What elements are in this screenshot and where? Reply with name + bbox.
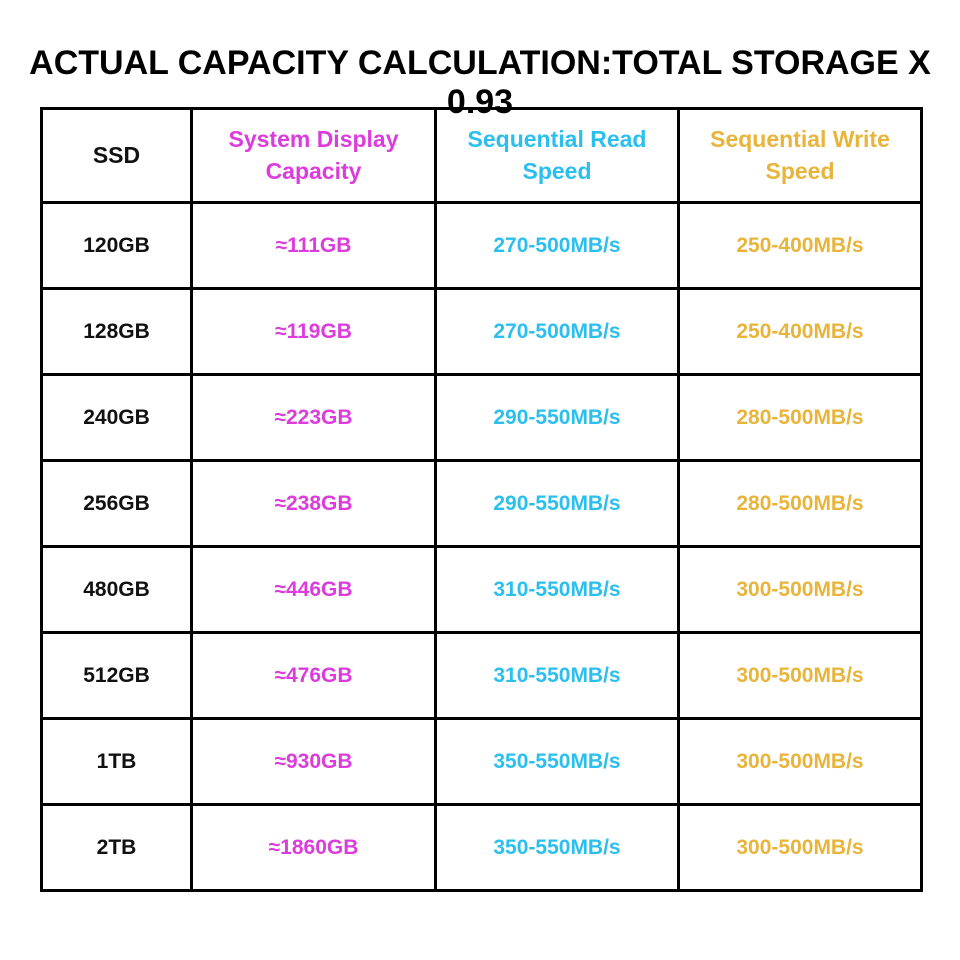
table-row: 120GB ≈111GB 270-500MB/s 250-400MB/s	[40, 201, 923, 290]
write-speed-cell: 300-500MB/s	[677, 631, 923, 720]
read-speed-cell: 290-550MB/s	[434, 459, 680, 548]
write-speed-cell: 300-500MB/s	[677, 717, 923, 806]
write-speed-cell: 250-400MB/s	[677, 287, 923, 376]
write-speed-cell: 250-400MB/s	[677, 201, 923, 290]
table-row: 1TB ≈930GB 350-550MB/s 300-500MB/s	[40, 717, 923, 806]
header-ssd: SSD	[40, 107, 193, 204]
ssd-cell: 256GB	[40, 459, 193, 548]
ssd-cell: 1TB	[40, 717, 193, 806]
capacity-cell: ≈930GB	[190, 717, 437, 806]
read-speed-cell: 350-550MB/s	[434, 803, 680, 892]
ssd-cell: 2TB	[40, 803, 193, 892]
table-row: 240GB ≈223GB 290-550MB/s 280-500MB/s	[40, 373, 923, 462]
table-row: 256GB ≈238GB 290-550MB/s 280-500MB/s	[40, 459, 923, 548]
capacity-cell: ≈446GB	[190, 545, 437, 634]
write-speed-cell: 280-500MB/s	[677, 373, 923, 462]
header-sequential-write-speed: Sequential Write Speed	[677, 107, 923, 204]
ssd-cell: 128GB	[40, 287, 193, 376]
capacity-cell: ≈119GB	[190, 287, 437, 376]
capacity-cell: ≈476GB	[190, 631, 437, 720]
read-speed-cell: 270-500MB/s	[434, 287, 680, 376]
read-speed-cell: 350-550MB/s	[434, 717, 680, 806]
capacity-cell: ≈1860GB	[190, 803, 437, 892]
table-row: 128GB ≈119GB 270-500MB/s 250-400MB/s	[40, 287, 923, 376]
ssd-cell: 512GB	[40, 631, 193, 720]
header-system-display-capacity: System Display Capacity	[190, 107, 437, 204]
header-sequential-read-speed: Sequential Read Speed	[434, 107, 680, 204]
page-title: ACTUAL CAPACITY CALCULATION:TOTAL STORAG…	[29, 44, 931, 121]
capacity-cell: ≈223GB	[190, 373, 437, 462]
read-speed-cell: 310-550MB/s	[434, 631, 680, 720]
read-speed-cell: 310-550MB/s	[434, 545, 680, 634]
read-speed-cell: 290-550MB/s	[434, 373, 680, 462]
ssd-cell: 480GB	[40, 545, 193, 634]
write-speed-cell: 300-500MB/s	[677, 803, 923, 892]
table-row: 2TB ≈1860GB 350-550MB/s 300-500MB/s	[40, 803, 923, 892]
capacity-table: SSD System Display Capacity Sequential R…	[40, 107, 923, 892]
write-speed-cell: 300-500MB/s	[677, 545, 923, 634]
table-row: 512GB ≈476GB 310-550MB/s 300-500MB/s	[40, 631, 923, 720]
ssd-cell: 120GB	[40, 201, 193, 290]
capacity-cell: ≈238GB	[190, 459, 437, 548]
capacity-cell: ≈111GB	[190, 201, 437, 290]
write-speed-cell: 280-500MB/s	[677, 459, 923, 548]
read-speed-cell: 270-500MB/s	[434, 201, 680, 290]
table-header-row: SSD System Display Capacity Sequential R…	[40, 107, 923, 204]
ssd-cell: 240GB	[40, 373, 193, 462]
table-row: 480GB ≈446GB 310-550MB/s 300-500MB/s	[40, 545, 923, 634]
